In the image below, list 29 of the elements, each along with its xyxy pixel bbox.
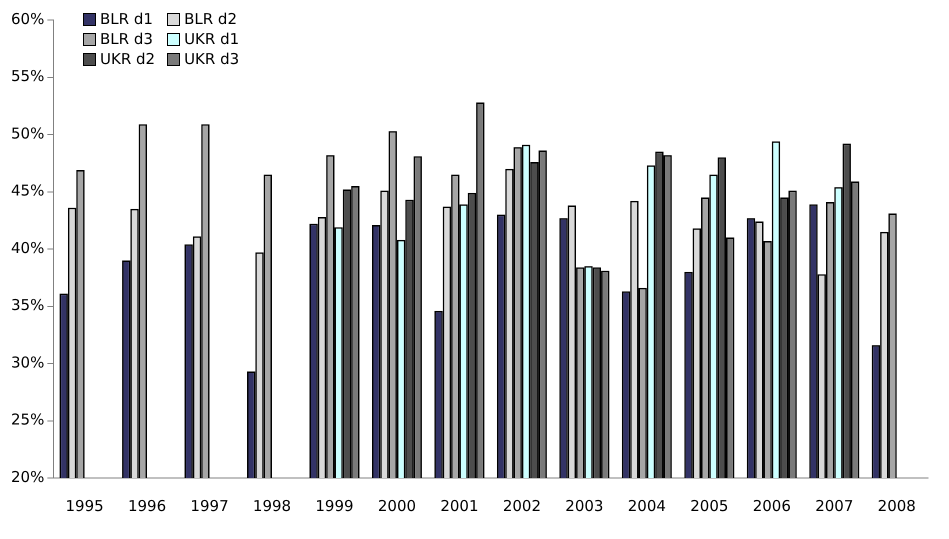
- x-tick-label: 1997: [190, 496, 229, 515]
- y-tick-label: 60%: [10, 10, 44, 28]
- legend-label: BLR d1: [100, 10, 153, 28]
- y-tick-label: 25%: [10, 410, 44, 429]
- y-tick-label: 50%: [10, 124, 44, 142]
- x-tick-label: 2000: [378, 496, 416, 515]
- x-tick-label: 1999: [315, 496, 354, 515]
- x-tick-label: 2001: [440, 496, 479, 515]
- y-tick-label: 55%: [10, 67, 44, 86]
- x-tick-label: 1995: [65, 496, 104, 515]
- x-tick-label: 2005: [690, 496, 728, 515]
- y-tick-label: 20%: [10, 468, 44, 486]
- y-tick-label: 45%: [10, 182, 44, 200]
- y-tick-label: 40%: [10, 238, 44, 257]
- x-tick-label: 2002: [502, 496, 541, 515]
- x-tick-label: 2006: [752, 496, 791, 515]
- x-tick-label: 1996: [128, 496, 166, 515]
- y-tick-label: 30%: [10, 353, 44, 372]
- x-tick-label: 2004: [628, 496, 666, 515]
- x-tick-label: 2008: [878, 496, 916, 515]
- x-tick-label: 2003: [565, 496, 604, 515]
- x-tick-label: 1998: [252, 496, 292, 515]
- x-tick-label: 2007: [815, 496, 854, 515]
- legend-label: BLR d3: [100, 30, 153, 48]
- legend-label: UKR d2: [100, 50, 156, 68]
- legend-label: UKR d3: [184, 50, 240, 68]
- legend-label: BLR d2: [184, 10, 237, 28]
- y-tick-label: 35%: [10, 296, 44, 314]
- legend-label: UKR d1: [184, 30, 240, 48]
